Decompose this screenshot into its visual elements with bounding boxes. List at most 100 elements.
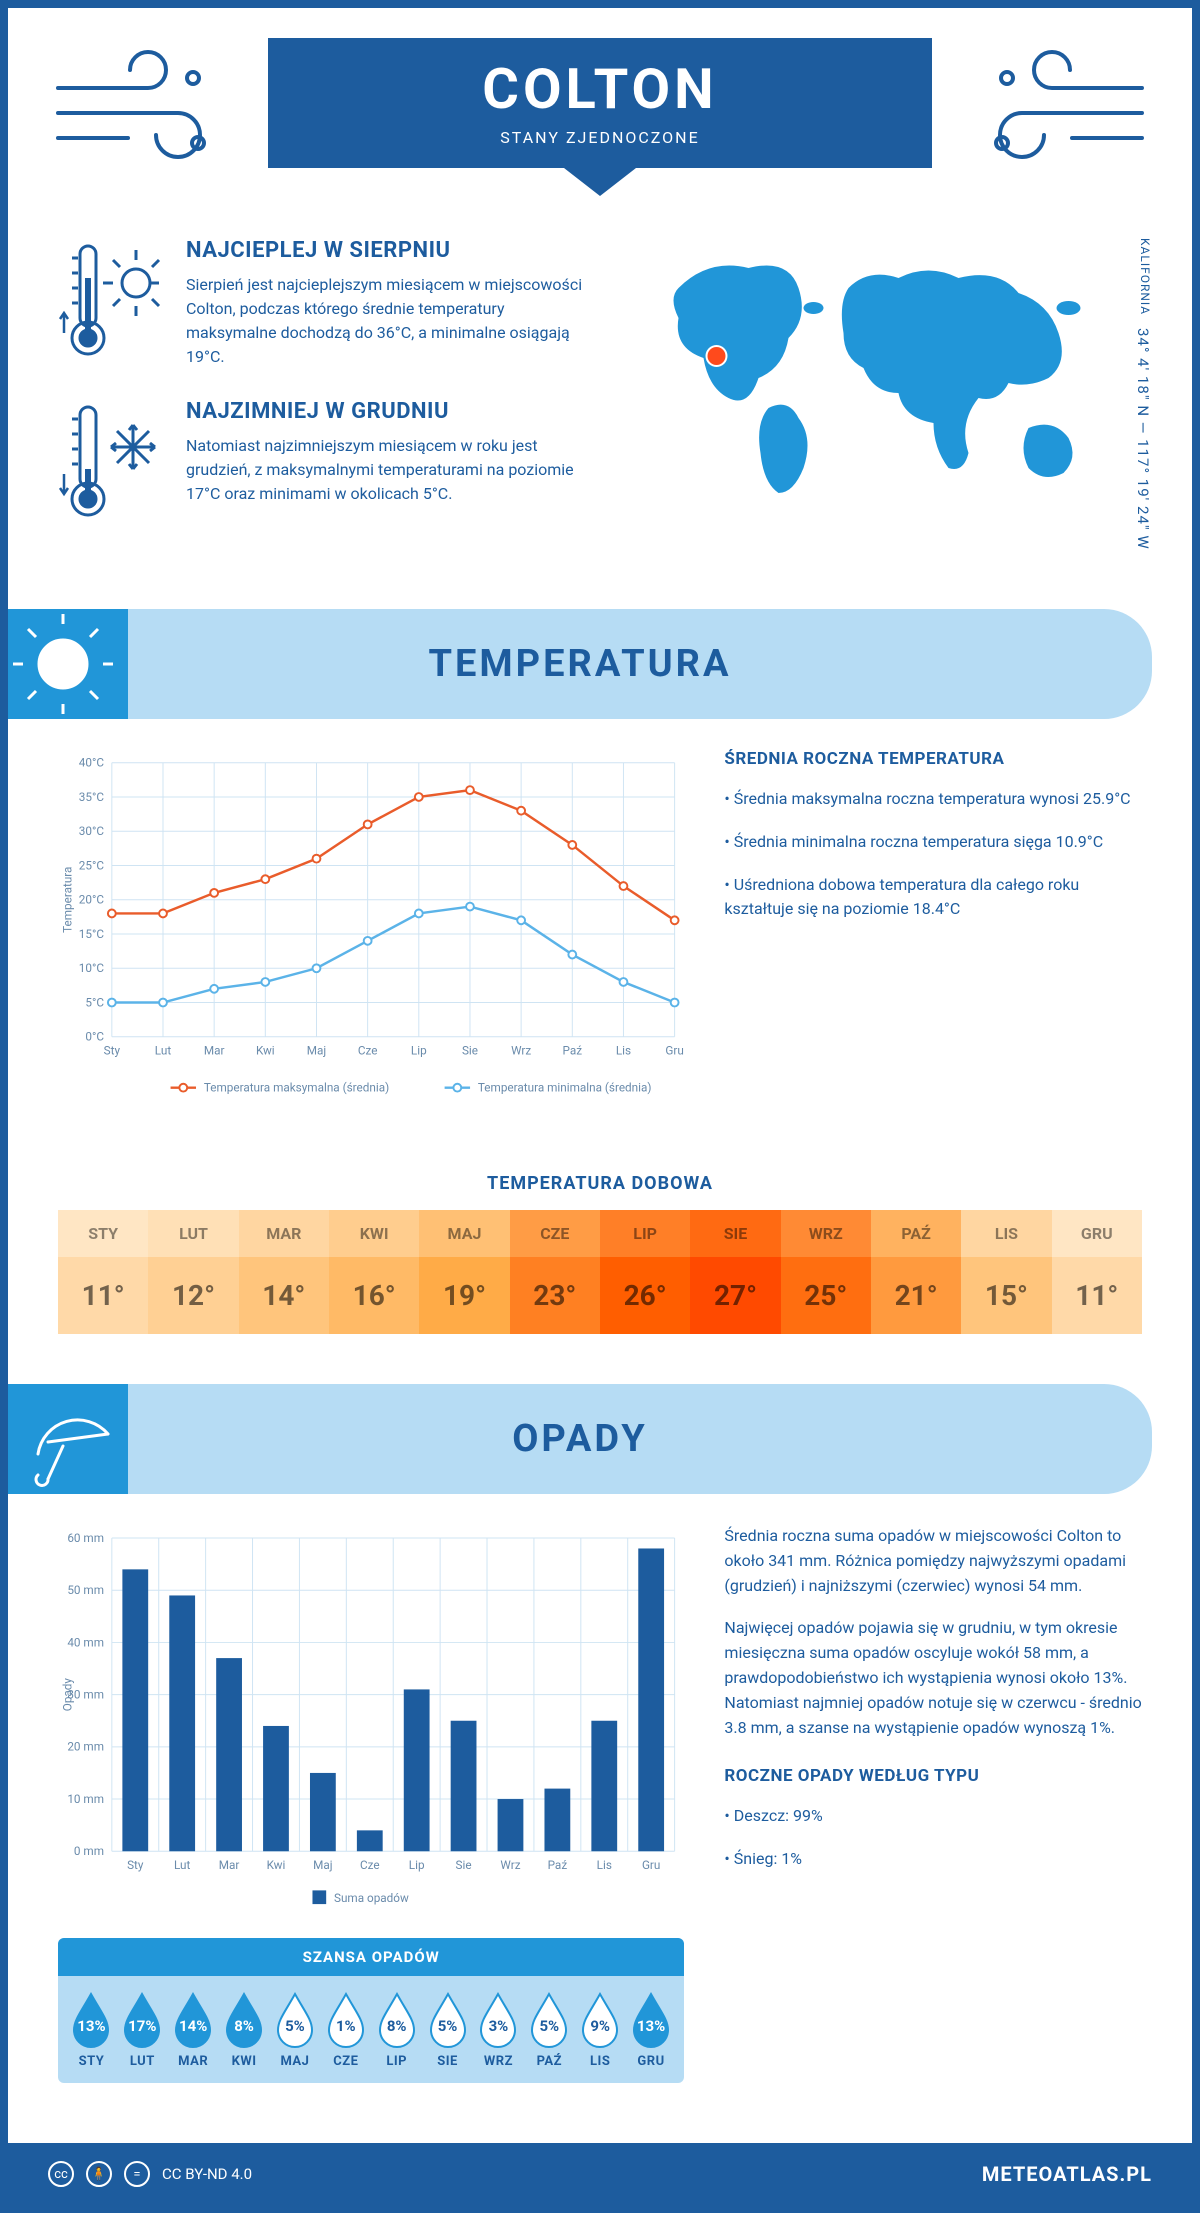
heat-cell: MAR 14° bbox=[239, 1210, 329, 1334]
raindrop-icon: 8% bbox=[221, 1990, 267, 2048]
svg-text:Temperatura maksymalna (średni: Temperatura maksymalna (średnia) bbox=[204, 1081, 389, 1095]
raindrop-icon: 8% bbox=[374, 1990, 420, 2048]
svg-text:40 mm: 40 mm bbox=[67, 1635, 104, 1649]
svg-text:Kwi: Kwi bbox=[256, 1043, 275, 1057]
raindrop-icon: 14% bbox=[170, 1990, 216, 2048]
temp-bullet: • Średnia minimalna roczna temperatura s… bbox=[724, 830, 1142, 855]
chance-cell: 3% WRZ bbox=[473, 1990, 524, 2069]
svg-text:5°C: 5°C bbox=[85, 995, 104, 1009]
svg-text:Maj: Maj bbox=[313, 1858, 332, 1872]
chance-cell: 5% MAJ bbox=[270, 1990, 321, 2069]
map-block: KALIFORNIA 34° 4' 18" N — 117° 19' 24" W bbox=[615, 238, 1142, 559]
license-block: cc 🧍 = CC BY-ND 4.0 bbox=[48, 2161, 252, 2187]
chance-cell: 9% LIS bbox=[575, 1990, 626, 2069]
heat-cell: WRZ 25° bbox=[781, 1210, 871, 1334]
raindrop-icon: 5% bbox=[526, 1990, 572, 2048]
svg-text:20°C: 20°C bbox=[79, 893, 105, 907]
svg-text:40°C: 40°C bbox=[79, 756, 105, 770]
coldest-block: NAJZIMNIEJ W GRUDNIU Natomiast najzimnie… bbox=[58, 399, 585, 529]
chance-cell: 1% CZE bbox=[320, 1990, 371, 2069]
chance-cell: 17% LUT bbox=[117, 1990, 168, 2069]
raindrop-icon: 9% bbox=[577, 1990, 623, 2048]
precip-type: • Śnieg: 1% bbox=[724, 1847, 1142, 1872]
header-band: COLTON STANY ZJEDNOCZONE bbox=[268, 38, 932, 168]
svg-text:Wrz: Wrz bbox=[500, 1858, 520, 1872]
world-map-icon bbox=[615, 238, 1142, 518]
umbrella-banner-icon bbox=[8, 1384, 128, 1494]
raindrop-icon: 13% bbox=[68, 1990, 114, 2048]
license-text: CC BY-ND 4.0 bbox=[162, 2165, 252, 2183]
chance-cell: 5% PAŹ bbox=[524, 1990, 575, 2069]
temperature-line-chart: 0°C5°C10°C15°C20°C25°C30°C35°C40°CStyLut… bbox=[58, 749, 684, 1119]
rain-chance-title: SZANSA OPADÓW bbox=[58, 1938, 684, 1976]
heat-cell: CZE 23° bbox=[510, 1210, 600, 1334]
raindrop-icon: 1% bbox=[323, 1990, 369, 2048]
chance-cell: 14% MAR bbox=[168, 1990, 219, 2069]
raindrop-icon: 3% bbox=[475, 1990, 521, 2048]
svg-text:Gru: Gru bbox=[642, 1858, 660, 1872]
svg-text:Mar: Mar bbox=[204, 1043, 225, 1057]
precip-type: • Deszcz: 99% bbox=[724, 1804, 1142, 1829]
wind-icon bbox=[982, 48, 1152, 168]
svg-text:60 mm: 60 mm bbox=[67, 1531, 104, 1545]
svg-text:Lut: Lut bbox=[155, 1043, 172, 1057]
by-icon: 🧍 bbox=[86, 2161, 112, 2187]
heat-cell: SIE 27° bbox=[690, 1210, 780, 1334]
precipitation-banner: OPADY bbox=[8, 1384, 1152, 1494]
temperature-banner: TEMPERATURA bbox=[8, 609, 1152, 719]
heat-cell: LIP 26° bbox=[600, 1210, 690, 1334]
footer: cc 🧍 = CC BY-ND 4.0 METEOATLAS.PL bbox=[8, 2143, 1192, 2205]
chance-cell: 13% STY bbox=[66, 1990, 117, 2069]
raindrop-icon: 13% bbox=[628, 1990, 674, 2048]
temperature-heading: TEMPERATURA bbox=[128, 642, 1152, 686]
rain-chance-box: SZANSA OPADÓW 13% STY 17% LUT 14% MAR 8%… bbox=[58, 1938, 684, 2083]
heat-cell: STY 11° bbox=[58, 1210, 148, 1334]
raindrop-icon: 17% bbox=[119, 1990, 165, 2048]
avg-annual-temp-heading: ŚREDNIA ROCZNA TEMPERATURA bbox=[724, 749, 1142, 769]
svg-text:Lip: Lip bbox=[411, 1043, 427, 1057]
temperature-summary: ŚREDNIA ROCZNA TEMPERATURA • Średnia mak… bbox=[724, 749, 1142, 1123]
precipitation-summary: Średnia roczna suma opadów w miejscowośc… bbox=[724, 1524, 1142, 2083]
precipitation-heading: OPADY bbox=[128, 1417, 1152, 1461]
warmest-text: Sierpień jest najcieplejszym miesiącem w… bbox=[186, 273, 585, 369]
svg-text:50 mm: 50 mm bbox=[67, 1583, 104, 1597]
coldest-text: Natomiast najzimniejszym miesiącem w rok… bbox=[186, 434, 585, 506]
svg-text:15°C: 15°C bbox=[79, 927, 105, 941]
heat-cell: GRU 11° bbox=[1052, 1210, 1142, 1334]
svg-text:Sie: Sie bbox=[456, 1858, 472, 1872]
warmest-block: NAJCIEPLEJ W SIERPNIU Sierpień jest najc… bbox=[58, 238, 585, 369]
daily-temp-title: TEMPERATURA DOBOWA bbox=[8, 1173, 1192, 1194]
thermometer-sun-icon bbox=[58, 238, 168, 368]
heat-cell: PAŹ 21° bbox=[871, 1210, 961, 1334]
svg-text:10°C: 10°C bbox=[79, 961, 105, 975]
svg-text:Mar: Mar bbox=[219, 1858, 240, 1872]
svg-text:Cze: Cze bbox=[358, 1043, 378, 1057]
svg-text:Kwi: Kwi bbox=[267, 1858, 286, 1872]
svg-text:Sie: Sie bbox=[462, 1043, 478, 1057]
svg-text:Lut: Lut bbox=[174, 1858, 191, 1872]
raindrop-icon: 5% bbox=[425, 1990, 471, 2048]
heat-cell: LUT 12° bbox=[148, 1210, 238, 1334]
svg-text:Lis: Lis bbox=[616, 1043, 631, 1057]
header: COLTON STANY ZJEDNOCZONE bbox=[8, 8, 1192, 228]
chance-cell: 5% SIE bbox=[422, 1990, 473, 2069]
temp-bullet: • Średnia maksymalna roczna temperatura … bbox=[724, 787, 1142, 812]
svg-text:Wrz: Wrz bbox=[511, 1043, 531, 1057]
coldest-title: NAJZIMNIEJ W GRUDNIU bbox=[186, 399, 585, 424]
precip-p1: Średnia roczna suma opadów w miejscowośc… bbox=[724, 1524, 1142, 1598]
svg-text:Gru: Gru bbox=[665, 1043, 683, 1057]
daily-temp-table: STY 11°LUT 12°MAR 14°KWI 16°MAJ 19°CZE 2… bbox=[58, 1210, 1142, 1334]
chance-cell: 8% LIP bbox=[371, 1990, 422, 2069]
precip-types-heading: ROCZNE OPADY WEDŁUG TYPU bbox=[724, 1766, 1142, 1786]
chance-cell: 13% GRU bbox=[626, 1990, 677, 2069]
country-name: STANY ZJEDNOCZONE bbox=[268, 128, 932, 147]
svg-text:Sty: Sty bbox=[104, 1043, 121, 1057]
cc-icon: cc bbox=[48, 2161, 74, 2187]
svg-text:Cze: Cze bbox=[360, 1858, 380, 1872]
svg-text:Temperatura minimalna (średnia: Temperatura minimalna (średnia) bbox=[478, 1081, 652, 1095]
svg-text:Maj: Maj bbox=[307, 1043, 326, 1057]
heat-cell: LIS 15° bbox=[961, 1210, 1051, 1334]
svg-text:25°C: 25°C bbox=[79, 858, 105, 872]
wind-icon bbox=[48, 48, 218, 168]
svg-text:10 mm: 10 mm bbox=[67, 1792, 104, 1806]
